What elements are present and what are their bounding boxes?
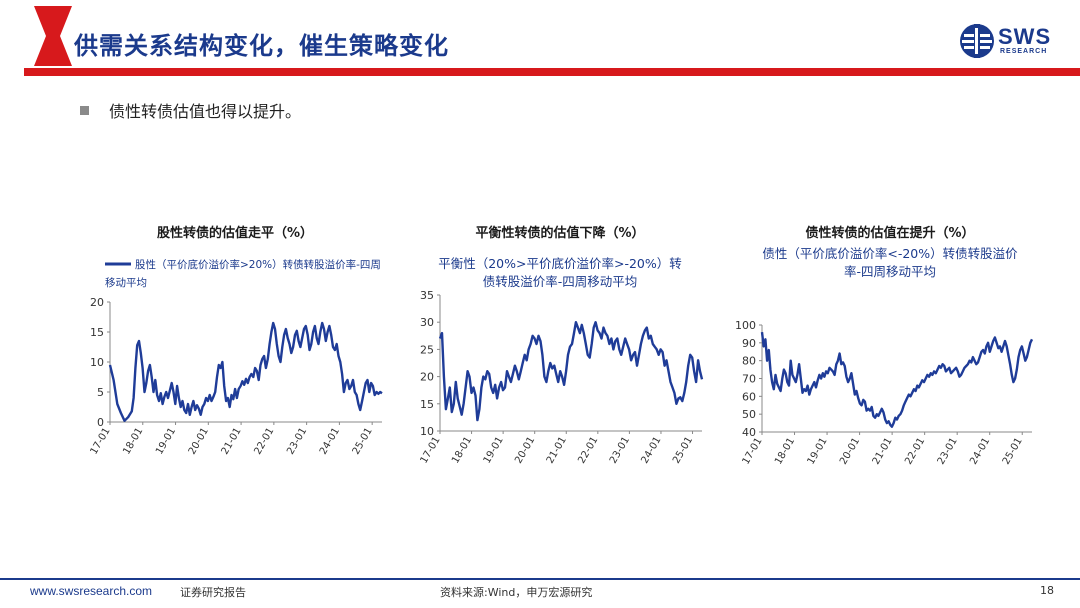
y-tick-label: 20 bbox=[420, 371, 434, 384]
x-tick-label: 18-01 bbox=[121, 426, 145, 457]
y-tick-label: 50 bbox=[742, 408, 756, 421]
x-tick-label: 18-01 bbox=[773, 436, 797, 467]
series-line bbox=[438, 321, 704, 422]
bullet-text: 债性转债估值也得以提升。 bbox=[109, 102, 302, 121]
chart-balanced: 平衡性转债的估值下降（%） 平衡性（20%>平价底价溢价率>-20%）转 债转股溢… bbox=[410, 222, 710, 472]
y-tick-label: 10 bbox=[90, 356, 104, 369]
x-tick-label: 21-01 bbox=[545, 435, 569, 466]
x-tick-label: 24-01 bbox=[968, 436, 992, 467]
chart-equity-like: 股性转债的估值走平（%） 股性（平价底价溢价率>20%）转债转股溢价率-四周移动… bbox=[80, 222, 390, 472]
page-title: 供需关系结构变化，催生策略变化 bbox=[74, 32, 449, 60]
red-chevron-icon bbox=[34, 6, 72, 66]
legend-label: 债转股溢价率-四周移动平均 bbox=[483, 274, 638, 289]
sws-globe-icon bbox=[960, 24, 994, 58]
legend-label: 率-四周移动平均 bbox=[844, 264, 936, 279]
x-tick-label: 24-01 bbox=[318, 426, 342, 457]
x-tick-label: 22-01 bbox=[576, 435, 600, 466]
chart-title: 债性转债的估值在提升（%） bbox=[805, 226, 975, 241]
x-tick-label: 24-01 bbox=[640, 435, 664, 466]
x-tick-label: 23-01 bbox=[936, 436, 960, 467]
x-tick-label: 21-01 bbox=[871, 436, 895, 467]
y-tick-label: 0 bbox=[97, 416, 104, 429]
x-tick-label: 25-01 bbox=[671, 435, 695, 466]
series-line bbox=[108, 321, 383, 422]
x-tick-label: 17-01 bbox=[89, 426, 113, 457]
legend-label: 债性（平价底价溢价率<-20%）转债转股溢价 bbox=[762, 246, 1018, 261]
y-tick-label: 70 bbox=[742, 373, 756, 386]
y-tick-label: 25 bbox=[420, 343, 434, 356]
header-decoration bbox=[0, 0, 1080, 76]
chart-title: 股性转债的估值走平（%） bbox=[156, 226, 314, 241]
x-tick-label: 21-01 bbox=[220, 426, 244, 457]
x-tick-label: 20-01 bbox=[187, 426, 211, 457]
header-bar: 供需关系结构变化，催生策略变化 SWS RESEARCH bbox=[0, 0, 1080, 80]
y-tick-label: 20 bbox=[90, 296, 104, 309]
x-tick-label: 20-01 bbox=[513, 435, 537, 466]
y-tick-label: 80 bbox=[742, 355, 756, 368]
red-underline-bar bbox=[24, 68, 1080, 76]
chart-svg: 债性（平价底价溢价率<-20%）转债转股溢价率-四周移动平均 40 50 60 70 80… bbox=[735, 246, 1034, 467]
y-tick-label: 15 bbox=[420, 398, 434, 411]
footer-report-label: 证券研究报告 bbox=[180, 586, 246, 599]
y-tick-label: 10 bbox=[420, 425, 434, 438]
chart-debt-like: 债性转债的估值在提升（%） 债性（平价底价溢价率<-20%）转债转股溢价 率-四周… bbox=[730, 222, 1050, 472]
bullet-point: 债性转债估值也得以提升。 bbox=[80, 98, 301, 122]
y-tick-label: 60 bbox=[742, 390, 756, 403]
x-tick-label: 23-01 bbox=[285, 426, 309, 457]
x-tick-label: 25-01 bbox=[351, 426, 375, 457]
chart-svg: 股性（平价底价溢价率>20%）转债转股溢价率-四周移动平均 0 5 10 15 20 17-… bbox=[89, 258, 383, 457]
series-line bbox=[760, 331, 1034, 428]
x-tick-label: 25-01 bbox=[1001, 436, 1025, 467]
logo-text: SWS bbox=[998, 24, 1052, 49]
y-tick-label: 15 bbox=[90, 326, 104, 339]
logo-subtext: RESEARCH bbox=[1000, 48, 1048, 55]
y-tick-label: 90 bbox=[742, 337, 756, 350]
chart-title: 平衡性转债的估值下降（%） bbox=[475, 226, 645, 241]
x-tick-label: 18-01 bbox=[450, 435, 474, 466]
x-tick-label: 23-01 bbox=[608, 435, 632, 466]
legend-label: 移动平均 bbox=[105, 276, 147, 289]
chart-svg: 平衡性（20%>平价底价溢价率>-20%）转债转股溢价率-四周移动平均 10 15 2… bbox=[419, 256, 704, 466]
x-tick-label: 17-01 bbox=[419, 435, 443, 466]
y-tick-label: 100 bbox=[735, 319, 756, 332]
y-tick-label: 30 bbox=[420, 316, 434, 329]
x-tick-label: 19-01 bbox=[806, 436, 830, 467]
footer-url-link[interactable]: www.swsresearch.com bbox=[30, 584, 153, 598]
legend-label: 平衡性（20%>平价底价溢价率>-20%）转 bbox=[438, 256, 682, 271]
x-tick-label: 20-01 bbox=[838, 436, 862, 467]
footer-divider bbox=[0, 578, 1080, 580]
x-tick-label: 22-01 bbox=[252, 426, 276, 457]
x-tick-label: 19-01 bbox=[154, 426, 178, 457]
y-tick-label: 40 bbox=[742, 426, 756, 439]
x-tick-label: 22-01 bbox=[903, 436, 927, 467]
y-tick-label: 5 bbox=[97, 386, 104, 399]
sws-logo: SWS RESEARCH bbox=[958, 22, 1058, 62]
page-number: 18 bbox=[1040, 584, 1054, 597]
x-tick-label: 17-01 bbox=[741, 436, 765, 467]
bullet-square-icon bbox=[80, 106, 89, 115]
y-tick-label: 35 bbox=[420, 289, 434, 302]
legend-label: 股性（平价底价溢价率>20%）转债转股溢价率-四周 bbox=[135, 258, 381, 271]
footer-source: 资料来源:Wind，申万宏源研究 bbox=[440, 586, 593, 599]
x-tick-label: 19-01 bbox=[482, 435, 506, 466]
